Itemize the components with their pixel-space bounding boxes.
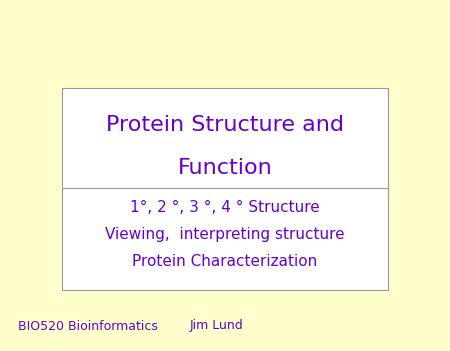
FancyBboxPatch shape <box>62 188 388 290</box>
Text: Protein Structure and: Protein Structure and <box>106 115 344 135</box>
Text: Function: Function <box>178 158 272 178</box>
Text: 1°, 2 °, 3 °, 4 ° Structure: 1°, 2 °, 3 °, 4 ° Structure <box>130 200 320 216</box>
Text: Jim Lund: Jim Lund <box>190 319 244 332</box>
Text: Protein Characterization: Protein Characterization <box>132 254 318 270</box>
Text: BIO520 Bioinformatics: BIO520 Bioinformatics <box>18 319 158 332</box>
FancyBboxPatch shape <box>62 88 388 200</box>
Text: Viewing,  interpreting structure: Viewing, interpreting structure <box>105 226 345 241</box>
